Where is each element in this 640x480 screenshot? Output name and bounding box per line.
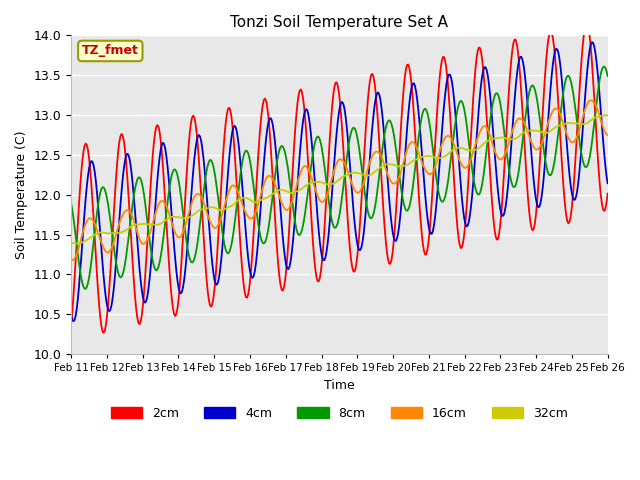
16cm: [67, 257, 75, 263]
32cm: [603, 112, 611, 118]
8cm: [604, 73, 611, 79]
2cm: [369, 71, 376, 77]
X-axis label: Time: Time: [324, 379, 355, 392]
Title: Tonzi Soil Temperature Set A: Tonzi Soil Temperature Set A: [230, 15, 449, 30]
32cm: [463, 147, 470, 153]
Line: 2cm: 2cm: [71, 23, 607, 333]
8cm: [556, 120, 563, 126]
2cm: [604, 191, 611, 196]
16cm: [236, 192, 243, 198]
2cm: [463, 205, 470, 211]
Line: 16cm: 16cm: [71, 100, 607, 260]
4cm: [70, 318, 77, 324]
32cm: [394, 163, 402, 169]
8cm: [394, 164, 402, 169]
Line: 4cm: 4cm: [71, 42, 607, 321]
4cm: [294, 168, 302, 174]
8cm: [82, 286, 90, 292]
32cm: [556, 122, 563, 128]
32cm: [604, 112, 611, 118]
2cm: [294, 93, 302, 98]
4cm: [463, 224, 470, 229]
16cm: [394, 176, 402, 182]
4cm: [394, 230, 402, 236]
Text: TZ_fmet: TZ_fmet: [82, 45, 139, 58]
8cm: [236, 182, 243, 188]
4cm: [604, 180, 611, 186]
4cm: [236, 146, 243, 152]
Line: 8cm: 8cm: [71, 67, 607, 289]
32cm: [73, 240, 81, 246]
32cm: [369, 171, 376, 177]
2cm: [67, 321, 75, 326]
8cm: [369, 214, 376, 220]
16cm: [294, 176, 302, 182]
4cm: [369, 123, 376, 129]
4cm: [588, 39, 596, 45]
2cm: [100, 330, 108, 336]
Line: 32cm: 32cm: [71, 115, 607, 243]
2cm: [582, 20, 590, 26]
4cm: [67, 312, 75, 317]
8cm: [463, 120, 470, 126]
16cm: [556, 110, 563, 116]
32cm: [236, 196, 243, 202]
16cm: [604, 132, 611, 138]
16cm: [68, 257, 76, 263]
32cm: [294, 188, 302, 193]
16cm: [587, 97, 595, 103]
2cm: [556, 120, 563, 125]
Legend: 2cm, 4cm, 8cm, 16cm, 32cm: 2cm, 4cm, 8cm, 16cm, 32cm: [106, 402, 573, 425]
8cm: [294, 232, 302, 238]
8cm: [600, 64, 608, 70]
32cm: [67, 240, 75, 246]
8cm: [67, 200, 75, 206]
16cm: [369, 153, 376, 159]
4cm: [556, 56, 563, 61]
16cm: [463, 165, 470, 170]
2cm: [236, 222, 243, 228]
Y-axis label: Soil Temperature (C): Soil Temperature (C): [15, 131, 28, 259]
2cm: [394, 172, 402, 178]
